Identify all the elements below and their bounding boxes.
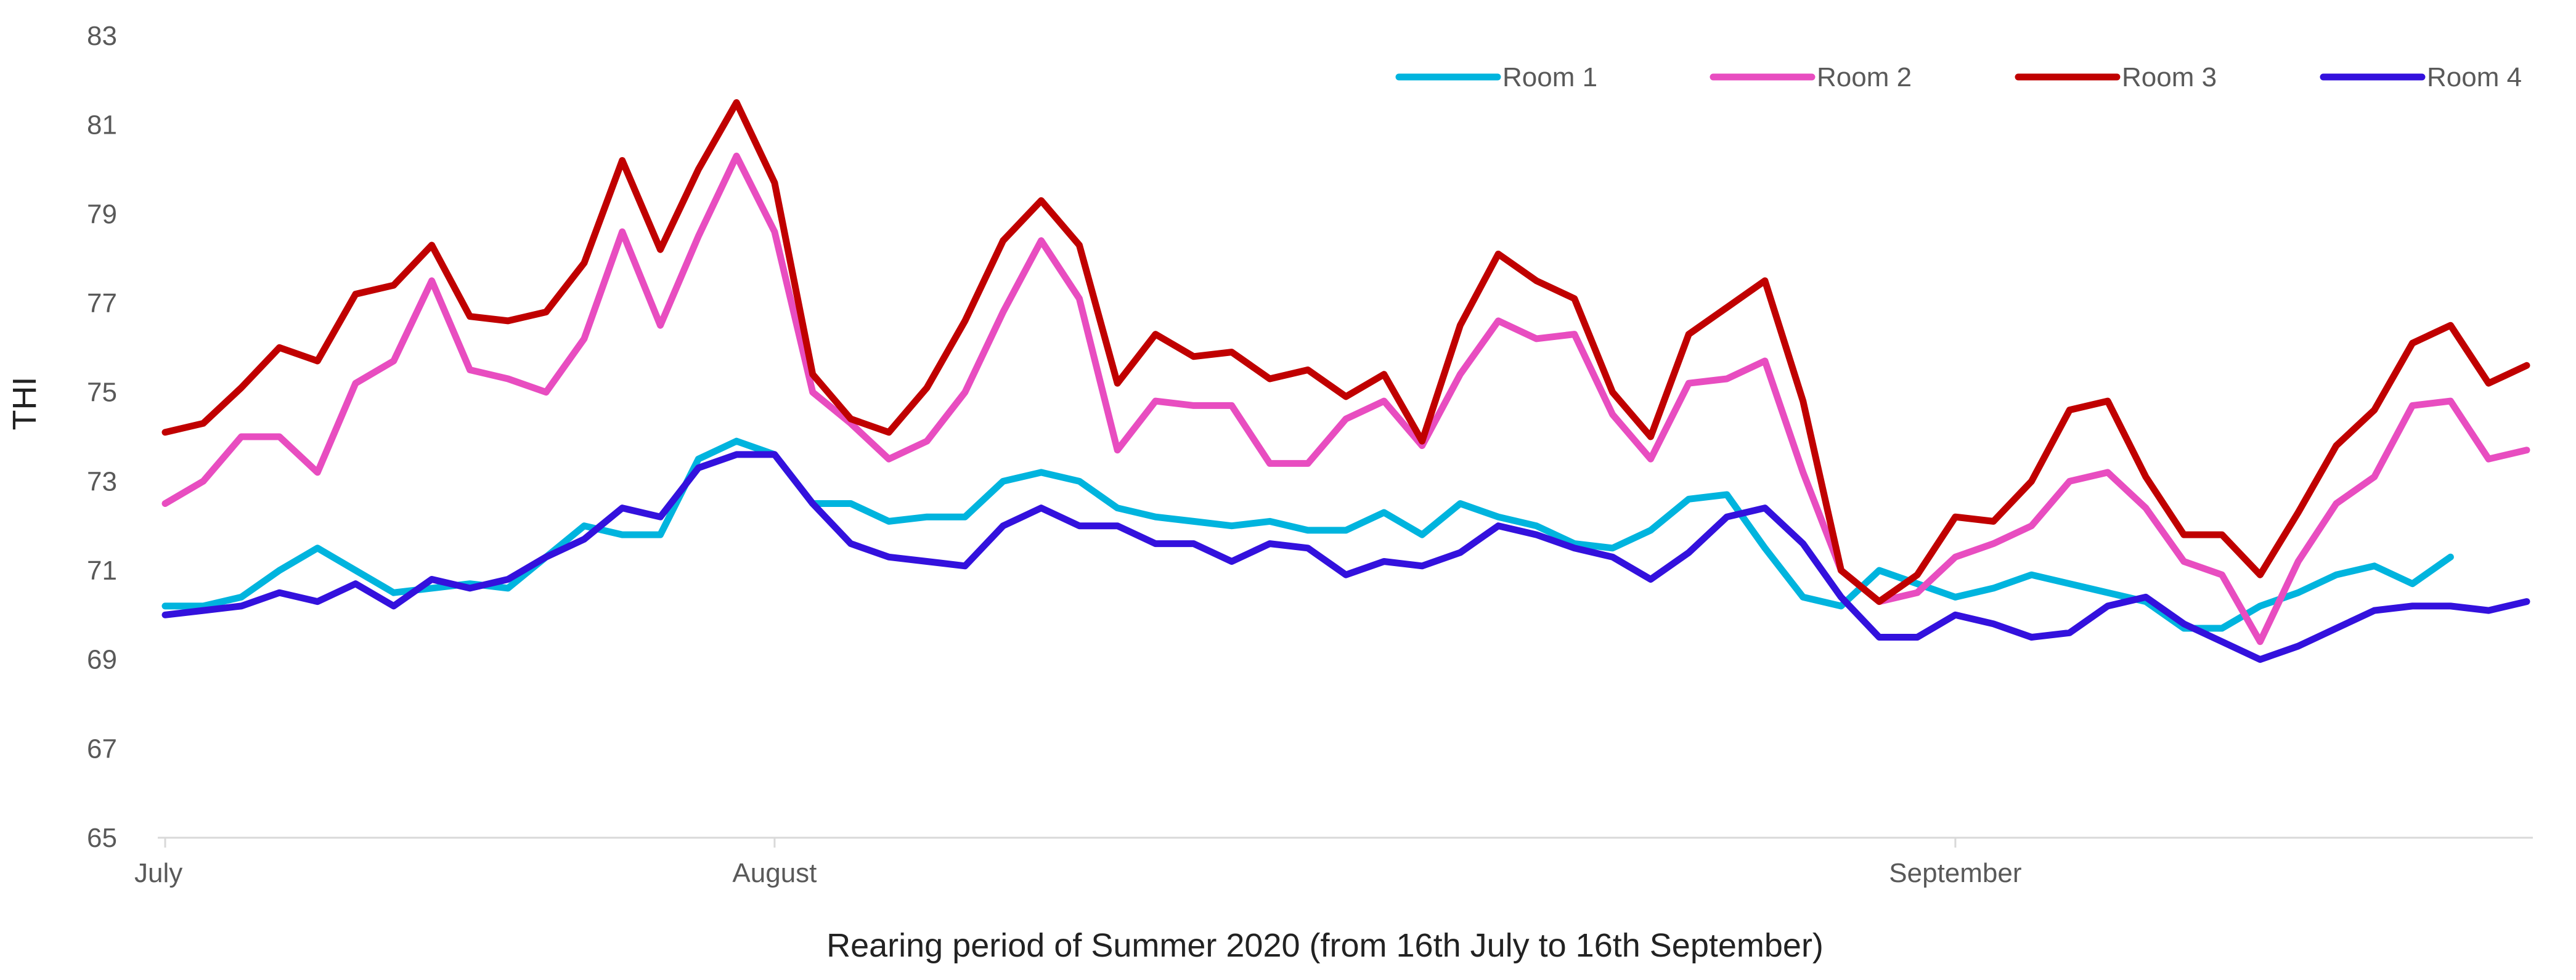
y-tick-label: 73	[87, 466, 117, 496]
legend-label: Room 2	[1817, 62, 1912, 92]
y-tick-label: 71	[87, 556, 117, 586]
y-tick-label: 77	[87, 288, 117, 318]
y-tick-label: 81	[87, 110, 117, 140]
y-tick-label: 83	[87, 21, 117, 51]
y-tick-label: 67	[87, 734, 117, 764]
legend: Room 1 Room 2 Room 3 Room 4	[1395, 62, 2522, 92]
x-tick-label: July	[134, 858, 182, 888]
legend-label: Room 1	[1502, 62, 1597, 92]
series-line-room-4	[161, 451, 2530, 663]
x-axis-ticks: July August September	[134, 838, 2022, 888]
y-tick-label: 69	[87, 645, 117, 675]
x-tick-label: September	[1889, 858, 2021, 888]
legend-label: Room 4	[2427, 62, 2522, 92]
x-axis-title: Rearing period of Summer 2020 (from 16th…	[826, 927, 1824, 964]
y-tick-label: 65	[87, 823, 117, 853]
y-tick-label: 79	[87, 199, 117, 229]
series-lines	[161, 99, 2530, 663]
y-tick-label: 75	[87, 378, 117, 408]
x-tick-label: August	[732, 858, 817, 888]
y-axis-ticks: 65 67 69 71 73 75 77 79 81 83	[87, 21, 117, 853]
legend-label: Room 3	[2122, 62, 2217, 92]
series-line-room-3	[161, 99, 2530, 605]
series-line-room-2	[161, 152, 2530, 646]
y-axis-title: THI	[6, 377, 43, 431]
